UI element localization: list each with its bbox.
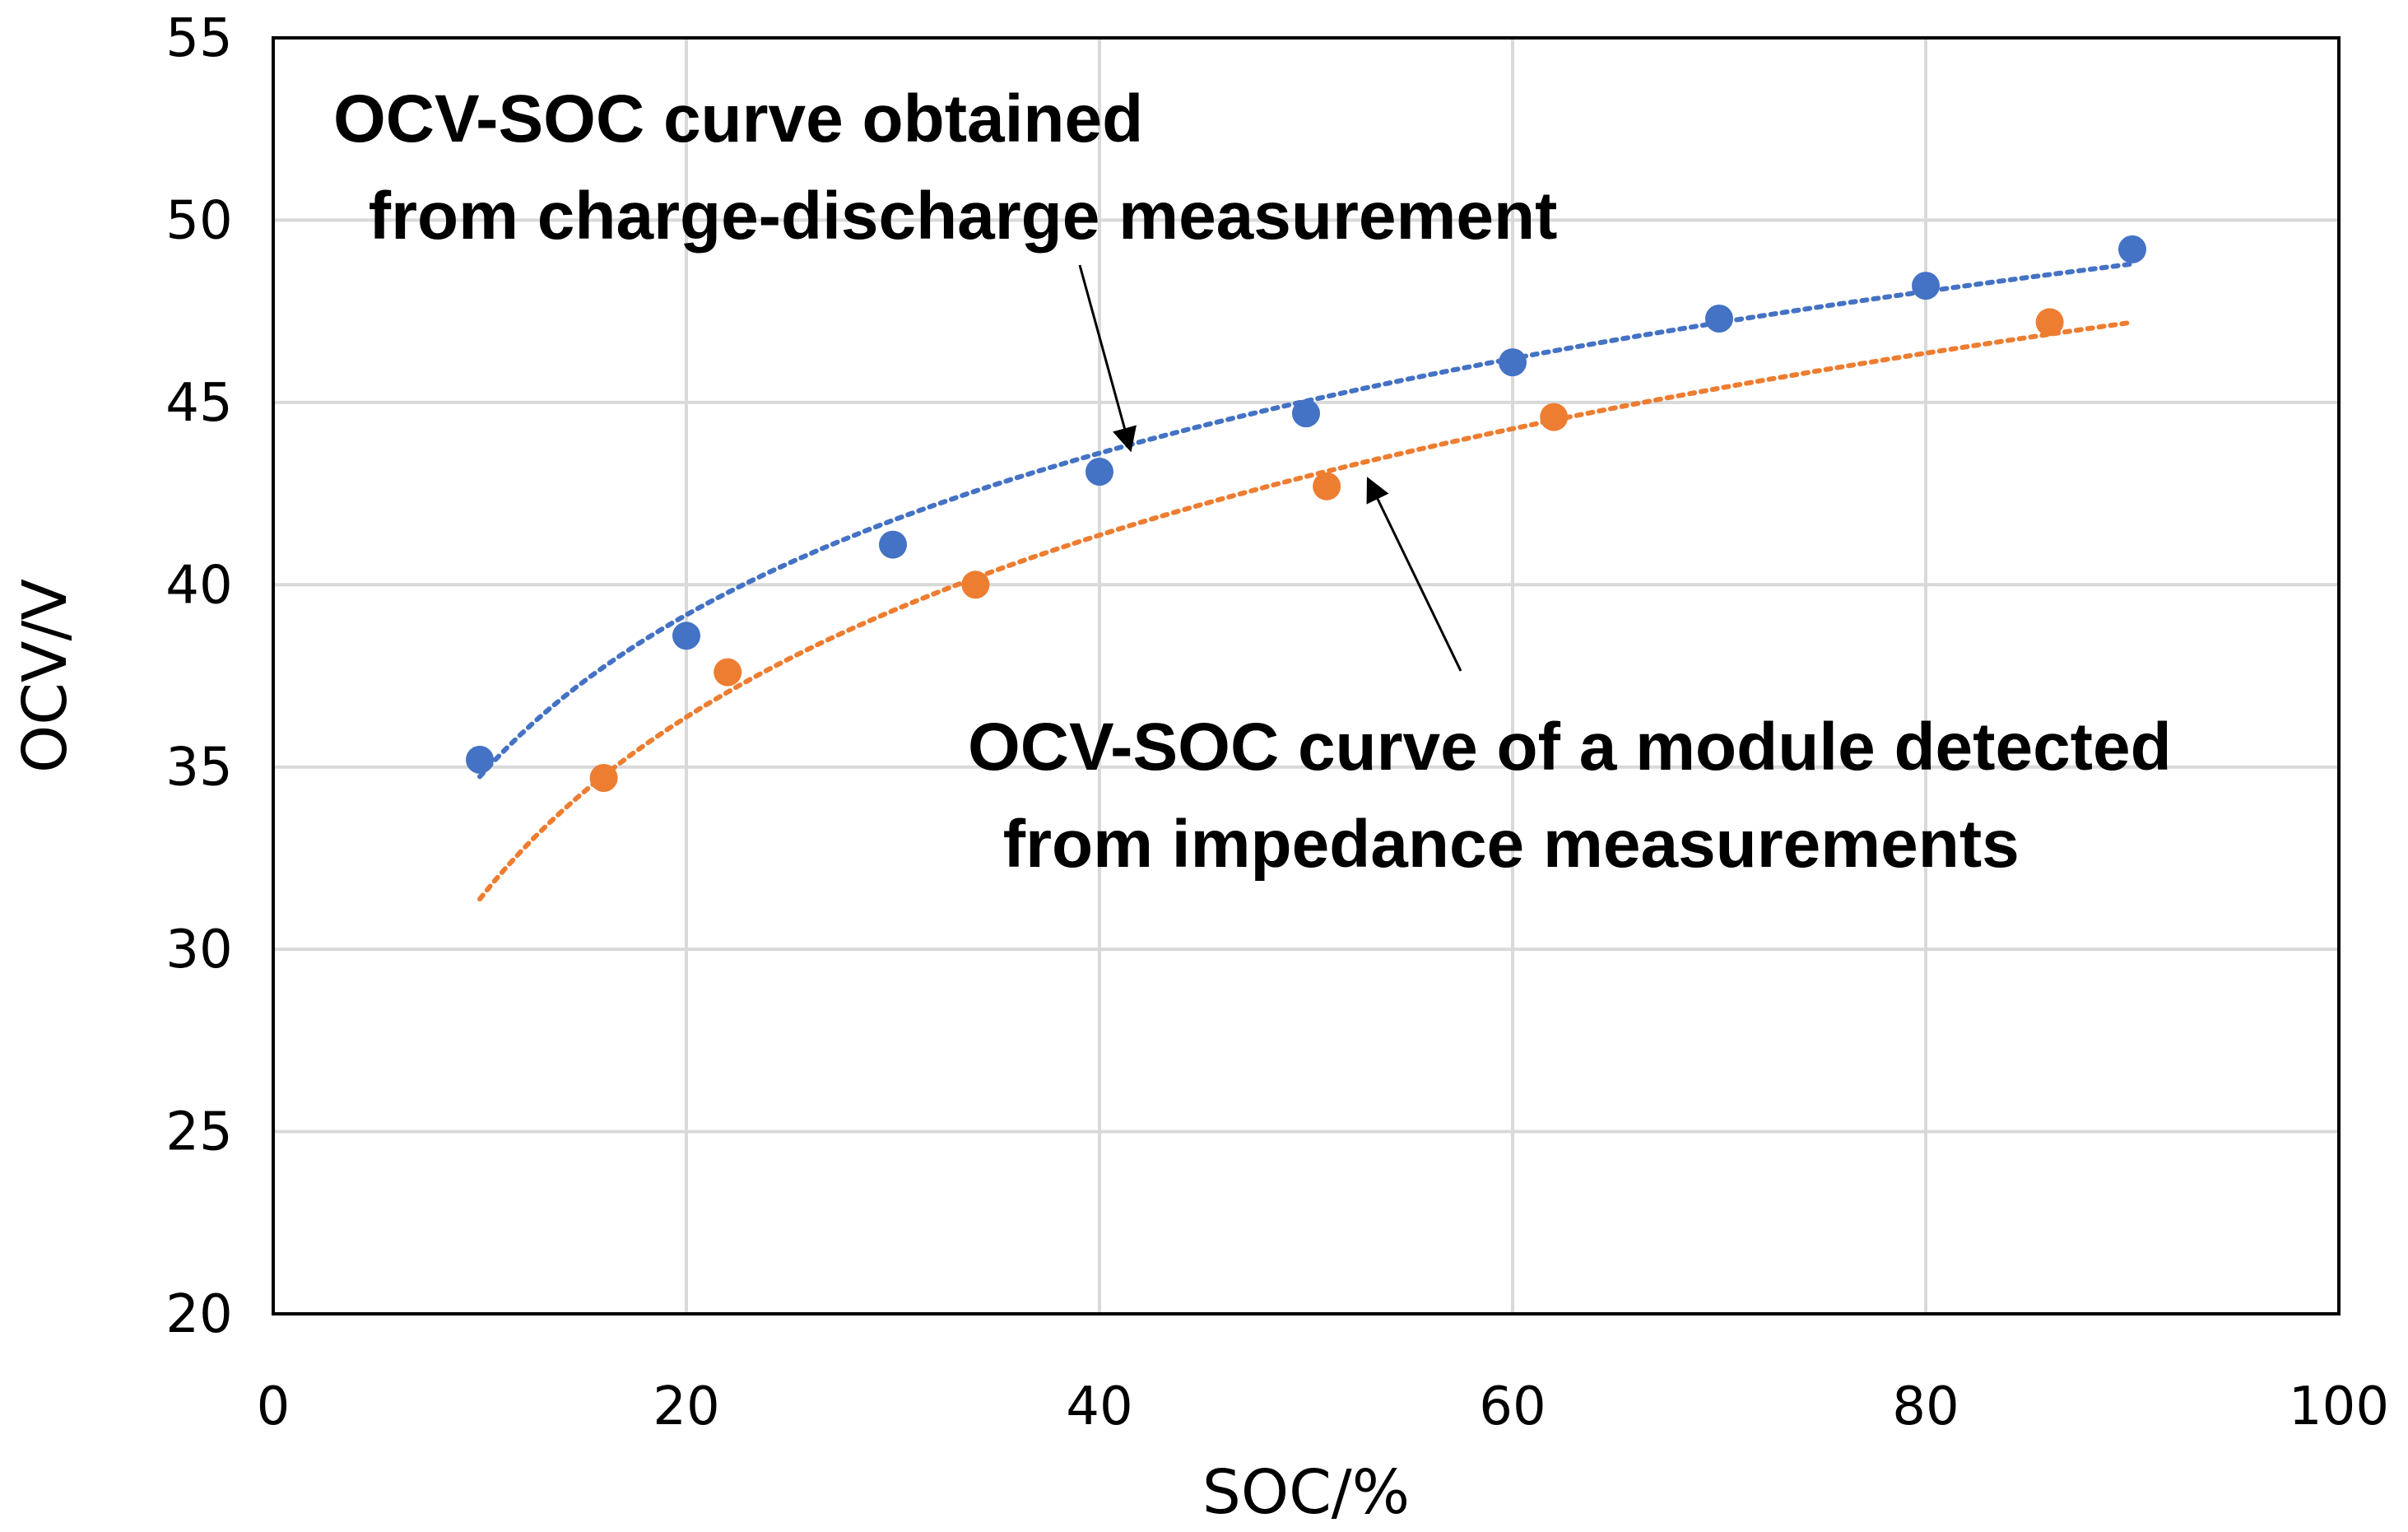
x-tick-label: 20 — [653, 1376, 719, 1437]
x-tick-label: 80 — [1892, 1376, 1959, 1437]
data-point — [1292, 399, 1320, 428]
annotations: OCV-SOC curve obtained from charge-disch… — [333, 81, 2172, 882]
annotation-label: OCV-SOC curve obtained from charge-disch… — [333, 81, 1557, 254]
trendlines — [477, 261, 2135, 902]
trendline — [477, 261, 2135, 780]
x-tick-label: 100 — [2289, 1376, 2389, 1437]
annotation-arrow — [1366, 477, 1462, 672]
x-axis-title: SOC/% — [1202, 1457, 1410, 1528]
x-tick-labels: 0 20 40 60 80 100 — [257, 1376, 2389, 1437]
x-tick-label: 40 — [1066, 1376, 1132, 1437]
y-axis-title: OCV/V — [10, 579, 81, 773]
data-point — [672, 622, 700, 650]
y-tick-label: 50 — [165, 190, 232, 251]
data-point — [1705, 305, 1733, 333]
plot-frame — [272, 36, 2341, 1315]
annotation-label: OCV-SOC curve of a module detected from … — [968, 710, 2172, 882]
data-point — [1540, 403, 1569, 431]
annotation-line: from charge-discharge measurement — [350, 179, 1557, 254]
data-point — [1313, 472, 1341, 501]
y-tick-label: 55 — [165, 8, 232, 69]
data-point — [1085, 458, 1113, 486]
y-tick-label: 40 — [165, 555, 232, 616]
data-point — [2118, 235, 2146, 263]
data-point — [1499, 348, 1527, 377]
annotation-arrow — [1078, 264, 1137, 453]
data-point — [2035, 308, 2064, 337]
annotation-line: OCV-SOC curve obtained — [333, 81, 1143, 156]
y-tick-labels: 20 25 30 35 40 45 50 55 — [165, 8, 232, 1345]
data-point — [589, 764, 618, 792]
data-point — [466, 745, 494, 774]
y-tick-label: 45 — [165, 373, 232, 434]
annotation-line: from impedance measurements — [984, 807, 2020, 882]
y-tick-label: 35 — [165, 738, 232, 799]
trendline — [477, 319, 2135, 902]
y-tick-label: 20 — [165, 1284, 232, 1345]
data-point — [1912, 272, 1940, 300]
y-tick-label: 25 — [165, 1102, 232, 1163]
x-tick-label: 0 — [257, 1376, 291, 1437]
data-point — [961, 570, 990, 599]
data-points — [466, 235, 2146, 792]
y-tick-label: 30 — [165, 920, 232, 980]
x-tick-label: 60 — [1479, 1376, 1546, 1437]
data-point — [879, 530, 907, 559]
annotation-line: OCV-SOC curve of a module detected — [968, 710, 2172, 785]
data-point — [714, 658, 742, 687]
